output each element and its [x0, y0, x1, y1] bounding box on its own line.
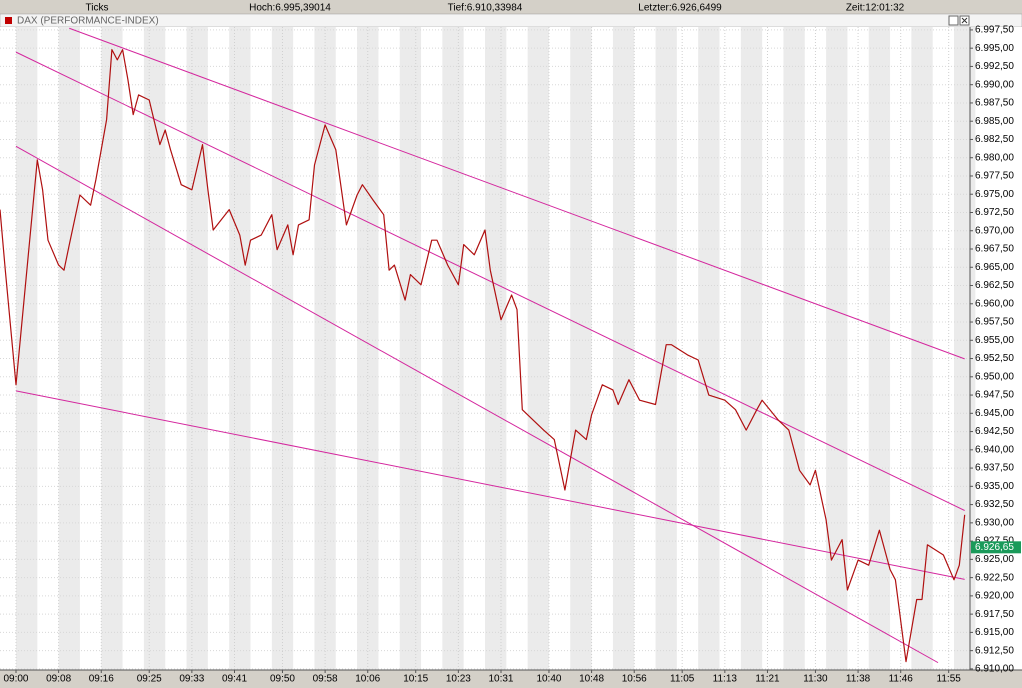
y-tick-label: 6.937,50 [975, 463, 1014, 474]
y-tick-label: 6.950,00 [975, 371, 1014, 382]
x-tick-label: 10:48 [579, 674, 604, 685]
header-text: Zeit:12:01:32 [846, 3, 905, 14]
x-tick-label: 09:58 [313, 674, 338, 685]
band [612, 27, 635, 670]
band [740, 27, 763, 670]
band [143, 27, 166, 670]
band [101, 27, 123, 670]
trendline [69, 27, 965, 360]
y-tick-label: 6.977,50 [975, 171, 1014, 182]
band [186, 27, 208, 670]
y-tick-label: 6.917,50 [975, 609, 1014, 620]
x-tick-label: 10:06 [355, 674, 380, 685]
y-tick-label: 6.957,50 [975, 317, 1014, 328]
y-tick-label: 6.982,50 [975, 134, 1014, 145]
trendline [15, 145, 939, 664]
x-tick-label: 09:50 [270, 674, 295, 685]
y-tick-label: 6.962,50 [975, 280, 1014, 291]
trendline [15, 51, 965, 511]
x-tick-label: 11:46 [889, 674, 914, 685]
y-tick-label: 6.970,00 [975, 225, 1014, 236]
band [58, 27, 80, 670]
x-tick-label: 11:13 [713, 674, 738, 685]
x-tick-label: 11:38 [846, 674, 871, 685]
x-tick-label: 09:33 [179, 674, 204, 685]
x-tick-label: 10:56 [622, 674, 647, 685]
y-tick-label: 6.935,00 [975, 481, 1014, 492]
y-tick-label: 6.932,50 [975, 499, 1014, 510]
y-tick-label: 6.920,00 [975, 591, 1014, 602]
header-text: Ticks [86, 3, 109, 14]
y-tick-label: 6.912,50 [975, 645, 1014, 656]
x-tick-label: 10:31 [488, 674, 513, 685]
x-tick-label: 11:55 [937, 674, 962, 685]
band [826, 27, 848, 670]
x-axis-area [0, 670, 1022, 688]
band [911, 27, 933, 670]
y-tick-label: 6.940,00 [975, 444, 1014, 455]
band [570, 27, 592, 670]
x-tick-label: 11:21 [755, 674, 780, 685]
y-tick-label: 6.947,50 [975, 390, 1014, 401]
y-tick-label: 6.967,50 [975, 244, 1014, 255]
last-price-label: 6.926,65 [975, 542, 1014, 553]
y-tick-label: 6.965,00 [975, 262, 1014, 273]
y-tick-label: 6.995,00 [975, 43, 1014, 54]
title-icon [5, 17, 12, 24]
band [868, 27, 891, 670]
x-tick-label: 09:08 [46, 674, 71, 685]
y-tick-label: 6.980,00 [975, 152, 1014, 163]
y-tick-label: 6.987,50 [975, 98, 1014, 109]
x-tick-label: 11:30 [803, 674, 828, 685]
x-tick-label: 09:25 [137, 674, 162, 685]
y-tick-label: 6.985,00 [975, 116, 1014, 127]
header-text: Tief:6.910,33984 [448, 3, 523, 14]
y-tick-label: 6.955,00 [975, 335, 1014, 346]
x-tick-label: 09:41 [222, 674, 247, 685]
band [954, 27, 976, 670]
close-icon [961, 17, 968, 24]
y-tick-label: 6.927,50 [975, 536, 1014, 547]
x-tick-label: 10:23 [446, 674, 471, 685]
band [229, 27, 251, 670]
y-tick-label: 6.952,50 [975, 353, 1014, 364]
band [485, 27, 507, 670]
header-text: Letzter:6.926,6499 [638, 3, 722, 14]
last-price-tag [971, 541, 1021, 554]
y-tick-label: 6.990,00 [975, 79, 1014, 90]
chart-title: DAX (PERFORMANCE-INDEX) [17, 16, 159, 27]
window-button[interactable] [948, 15, 959, 26]
band [783, 27, 805, 670]
y-tick-label: 6.997,50 [975, 25, 1014, 36]
y-tick-label: 6.925,00 [975, 554, 1014, 565]
header-bar [0, 0, 1022, 14]
x-tick-label: 09:00 [3, 674, 28, 685]
band [399, 27, 422, 670]
y-tick-label: 6.975,00 [975, 189, 1014, 200]
header-text: Hoch:6.995,39014 [249, 3, 331, 14]
price-line [0, 49, 966, 663]
y-tick-label: 6.945,00 [975, 408, 1014, 419]
x-tick-label: 10:40 [536, 674, 561, 685]
y-axis-area [970, 27, 1022, 670]
y-tick-label: 6.930,00 [975, 517, 1014, 528]
x-tick-label: 11:05 [670, 674, 695, 685]
band [698, 27, 720, 670]
x-tick-label: 10:15 [403, 674, 428, 685]
y-tick-label: 6.960,00 [975, 298, 1014, 309]
x-tick-label: 09:16 [89, 674, 114, 685]
band [527, 27, 549, 670]
y-tick-label: 6.972,50 [975, 207, 1014, 218]
y-tick-label: 6.992,50 [975, 61, 1014, 72]
y-tick-label: 6.910,00 [975, 664, 1014, 675]
band [655, 27, 677, 670]
y-tick-label: 6.915,00 [975, 627, 1014, 638]
y-tick-label: 6.942,50 [975, 426, 1014, 437]
band [442, 27, 464, 670]
band [15, 27, 38, 670]
trendline [15, 390, 965, 580]
y-tick-label: 6.922,50 [975, 572, 1014, 583]
